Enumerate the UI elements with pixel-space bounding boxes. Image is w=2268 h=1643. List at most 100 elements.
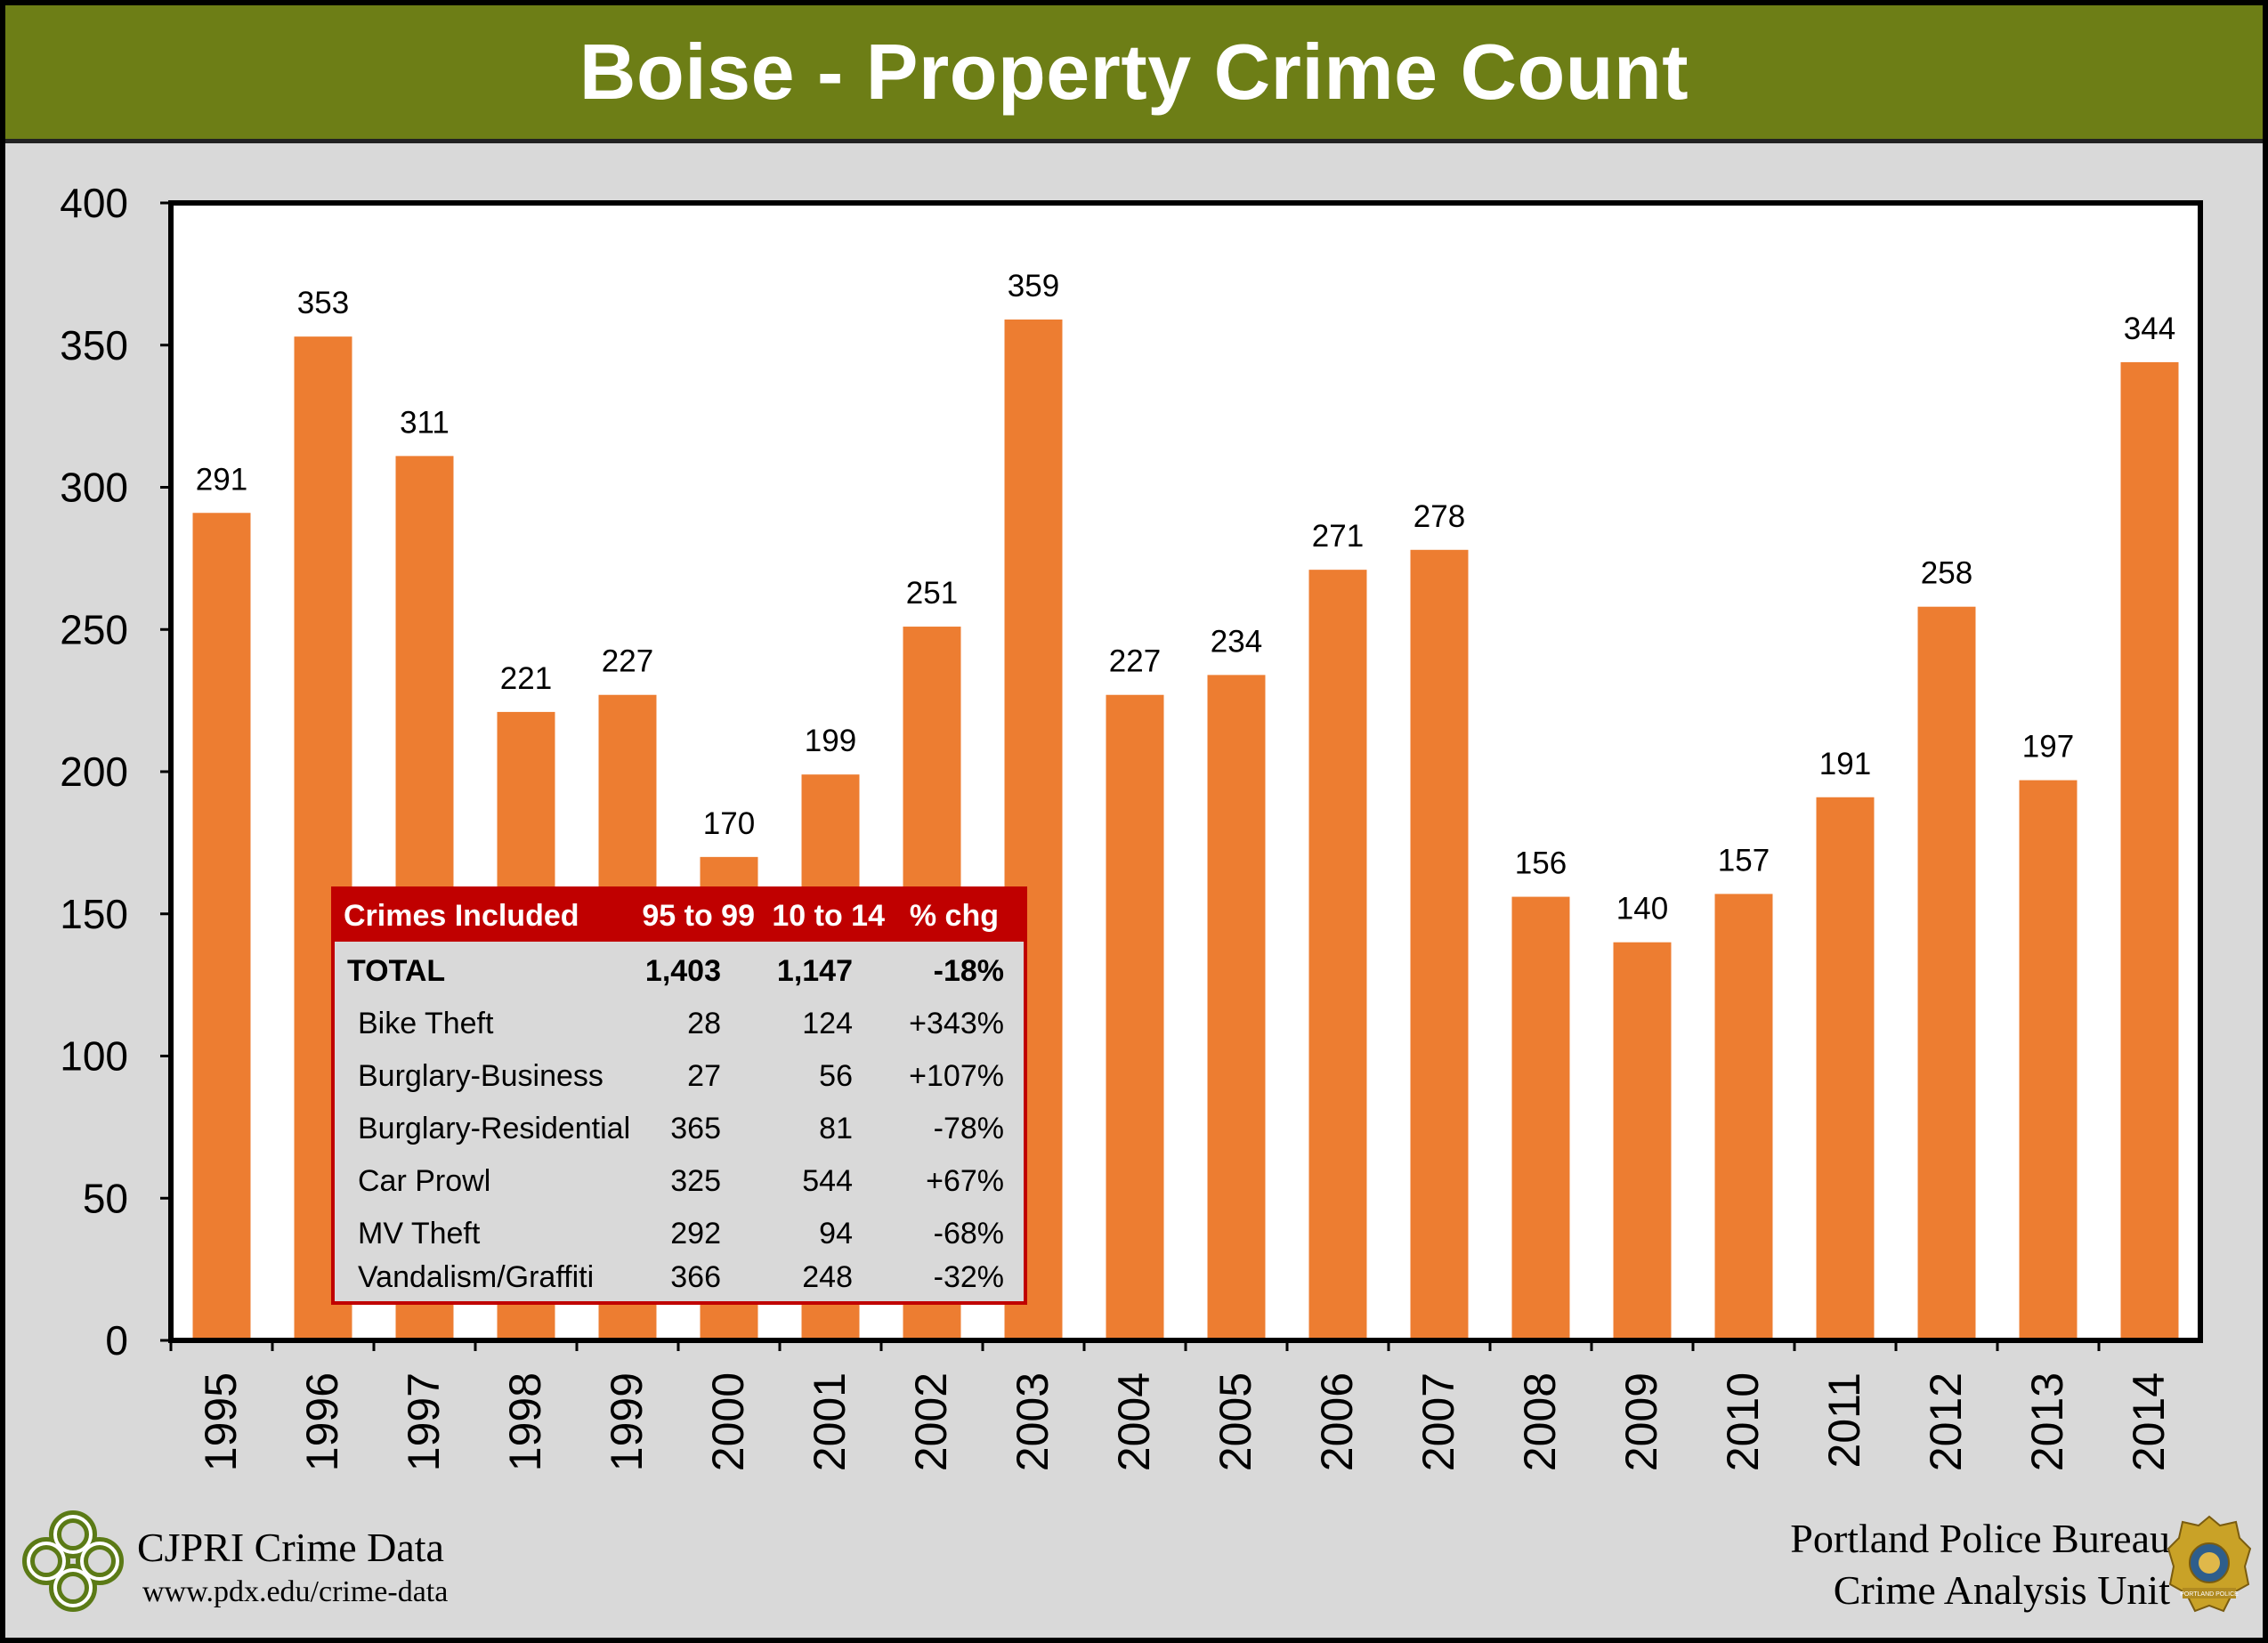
x-tick-label-2006: 2006 (1312, 1372, 1362, 1471)
data-label-2010: 157 (1718, 843, 1770, 878)
title-bar: Boise - Property Crime Count (5, 5, 2263, 143)
table-header-period1: 95 to 99 (642, 898, 755, 933)
row-period2: 248 (802, 1259, 853, 1294)
bar-2008 (1511, 896, 1570, 1340)
x-tick-label-1998: 1998 (500, 1372, 550, 1471)
total-period1: 1,403 (644, 953, 721, 988)
badge-text: PORTLAND POLICE (2180, 1591, 2239, 1598)
x-tick-label-1995: 1995 (196, 1372, 246, 1471)
ppb-name: Portland Police Bureau (1790, 1516, 2170, 1561)
page-title: Boise - Property Crime Count (579, 28, 1689, 116)
y-axis: 0 50 100 150 200 250 300 350 400 (60, 180, 171, 1364)
y-tick-label: 350 (60, 322, 128, 368)
y-tick-label: 150 (60, 891, 128, 937)
bar-2009 (1613, 942, 1672, 1340)
table-header-period2: 10 to 14 (772, 898, 885, 933)
row-period2: 544 (802, 1163, 853, 1198)
bar-2013 (2019, 780, 2078, 1340)
row-label: Bike Theft (358, 1006, 494, 1040)
y-tick-label: 200 (60, 749, 128, 795)
bar-2006 (1308, 570, 1367, 1340)
bar-2010 (1714, 894, 1773, 1340)
table-row-total: TOTAL 1,403 1,147 -18% (335, 945, 1024, 997)
x-tick-label-2012: 2012 (1921, 1372, 1971, 1471)
y-tick-label: 400 (60, 180, 128, 226)
row-period1: 27 (687, 1058, 721, 1093)
total-label: TOTAL (347, 953, 446, 988)
row-period1: 366 (670, 1259, 721, 1294)
bar-2012 (1917, 606, 1976, 1340)
x-tick-label-1997: 1997 (399, 1372, 449, 1471)
data-label-1996: 353 (297, 286, 349, 320)
row-period2: 94 (819, 1216, 853, 1250)
data-label-2008: 156 (1515, 846, 1567, 881)
data-label-1999: 227 (602, 644, 653, 679)
x-tick-label-2011: 2011 (1819, 1372, 1869, 1469)
data-label-2000: 170 (703, 806, 755, 841)
table-row: Burglary-Residential 365 81 -78% (335, 1103, 1024, 1154)
ppb-footer: Portland Police Bureau Crime Analysis Un… (1790, 1513, 2170, 1616)
police-badge-icon: PORTLAND POLICE (2167, 1515, 2252, 1613)
data-label-2014: 344 (2124, 312, 2175, 346)
data-label-2013: 197 (2022, 730, 2074, 765)
ppb-unit: Crime Analysis Unit (1833, 1567, 2170, 1613)
data-label-2005: 234 (1211, 624, 1262, 659)
row-period2: 124 (802, 1006, 853, 1040)
row-label: Vandalism/Graffiti (358, 1259, 595, 1294)
cjpri-logo-icon (22, 1510, 124, 1612)
row-period2: 56 (819, 1058, 853, 1093)
y-tick-label: 50 (83, 1175, 128, 1221)
bar-2005 (1207, 675, 1266, 1340)
x-tick-label-1999: 1999 (602, 1372, 652, 1471)
data-label-2004: 227 (1109, 644, 1161, 679)
x-tick-label-2007: 2007 (1413, 1372, 1463, 1471)
x-tick-label-2004: 2004 (1109, 1372, 1159, 1471)
row-period1: 28 (687, 1006, 721, 1040)
table-row: MV Theft 292 94 -68% (335, 1208, 1024, 1259)
x-tick-label-2001: 2001 (805, 1372, 855, 1471)
cjpri-brand: CJPRI Crime Data (137, 1525, 444, 1570)
bar-2011 (1816, 797, 1875, 1340)
data-label-2011: 191 (1819, 747, 1871, 781)
x-tick-label-2013: 2013 (2022, 1372, 2072, 1471)
table-row: Vandalism/Graffiti 366 248 -32% (335, 1251, 1024, 1303)
table-header-change: % chg (909, 898, 999, 933)
table-row: Bike Theft 28 124 +343% (335, 998, 1024, 1049)
row-label: Burglary-Business (358, 1058, 603, 1093)
data-label-2012: 258 (1921, 556, 1972, 591)
data-label-2006: 271 (1312, 519, 1364, 554)
y-tick-label: 0 (105, 1317, 128, 1364)
row-change: +343% (909, 1006, 1004, 1040)
x-tick-label-2002: 2002 (906, 1372, 956, 1471)
data-label-1997: 311 (400, 405, 450, 440)
table-row: Burglary-Business 27 56 +107% (335, 1050, 1024, 1102)
bar-1995 (192, 513, 251, 1340)
x-tick-label-2008: 2008 (1515, 1372, 1565, 1471)
row-period1: 325 (670, 1163, 721, 1198)
row-period1: 292 (670, 1216, 721, 1250)
crimes-summary-table: Crimes Included 95 to 99 10 to 14 % chg … (331, 886, 1027, 1305)
row-change: +107% (909, 1058, 1004, 1093)
total-period2: 1,147 (776, 953, 853, 988)
row-label: Car Prowl (358, 1163, 491, 1198)
row-change: -32% (933, 1259, 1004, 1294)
row-label: Burglary-Residential (358, 1111, 631, 1145)
row-period2: 81 (819, 1111, 853, 1145)
bar-2004 (1106, 694, 1164, 1340)
row-period1: 365 (670, 1111, 721, 1145)
bar-2007 (1410, 549, 1469, 1340)
table-header-crimes: Crimes Included (344, 898, 579, 933)
x-tick-label-2014: 2014 (2124, 1372, 2174, 1471)
data-label-2003: 359 (1008, 269, 1059, 304)
cjpri-url[interactable]: www.pdx.edu/crime-data (142, 1575, 449, 1608)
cjpri-footer: CJPRI Crime Data www.pdx.edu/crime-data (20, 1508, 643, 1623)
y-tick-label: 250 (60, 606, 128, 652)
data-label-2001: 199 (805, 724, 856, 758)
data-label-2009: 140 (1616, 892, 1668, 927)
x-tick-label-2009: 2009 (1616, 1372, 1666, 1471)
row-change: +67% (926, 1163, 1004, 1198)
x-tick-label-2000: 2000 (703, 1372, 753, 1471)
x-tick-label-2005: 2005 (1211, 1372, 1260, 1471)
y-tick-label: 300 (60, 465, 128, 511)
